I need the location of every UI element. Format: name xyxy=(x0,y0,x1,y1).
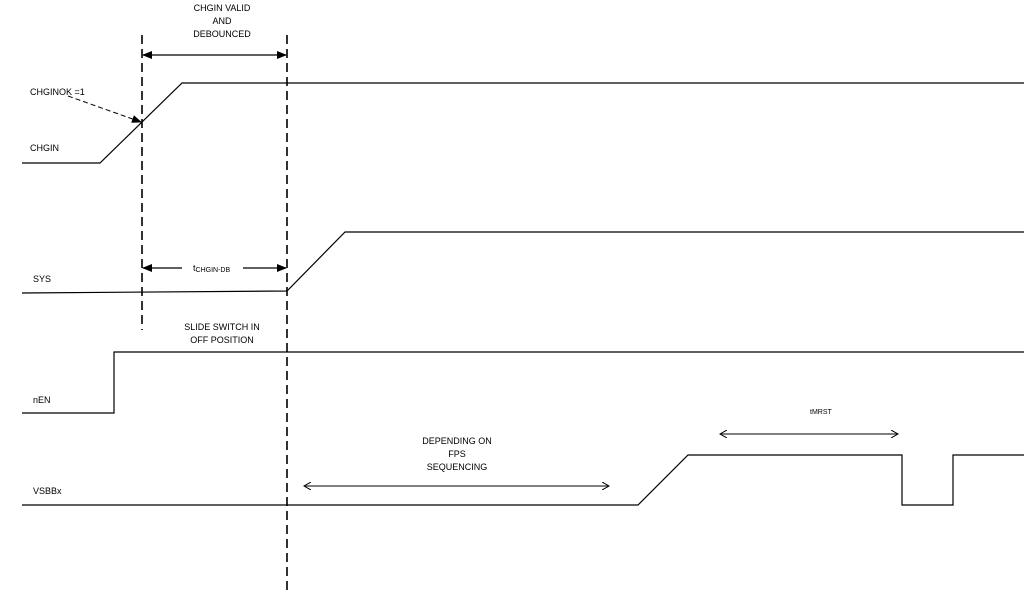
chgin-valid-label-3: DEBOUNCED xyxy=(193,29,251,39)
sys-label: SYS xyxy=(33,274,51,284)
chgin-waveform xyxy=(22,82,1024,164)
chgin-valid-label-1: CHGIN VALID xyxy=(194,3,251,13)
mrst-time-label: tMRST xyxy=(810,409,833,416)
chginok-label: CHGINOK =1 xyxy=(30,87,85,97)
debounce-time-label: tCHGIN-DB xyxy=(193,263,230,274)
fps-label-1: DEPENDING ON xyxy=(422,436,492,446)
vsbbx-waveform xyxy=(22,454,1024,506)
sys-waveform xyxy=(21,231,1024,294)
chgin-label: CHGIN xyxy=(30,143,59,153)
fps-label-2: FPS xyxy=(448,449,466,459)
slide-switch-label-1: SLIDE SWITCH IN xyxy=(184,322,260,332)
nen-waveform xyxy=(22,351,1024,414)
nen-label: nEN xyxy=(33,395,51,405)
chgin-valid-label-2: AND xyxy=(212,16,232,26)
chginok-arrow xyxy=(67,95,142,123)
slide-switch-label-2: OFF POSITION xyxy=(190,335,254,345)
fps-label-3: SEQUENCING xyxy=(427,462,488,472)
vsbbx-label: VSBBx xyxy=(33,486,62,496)
